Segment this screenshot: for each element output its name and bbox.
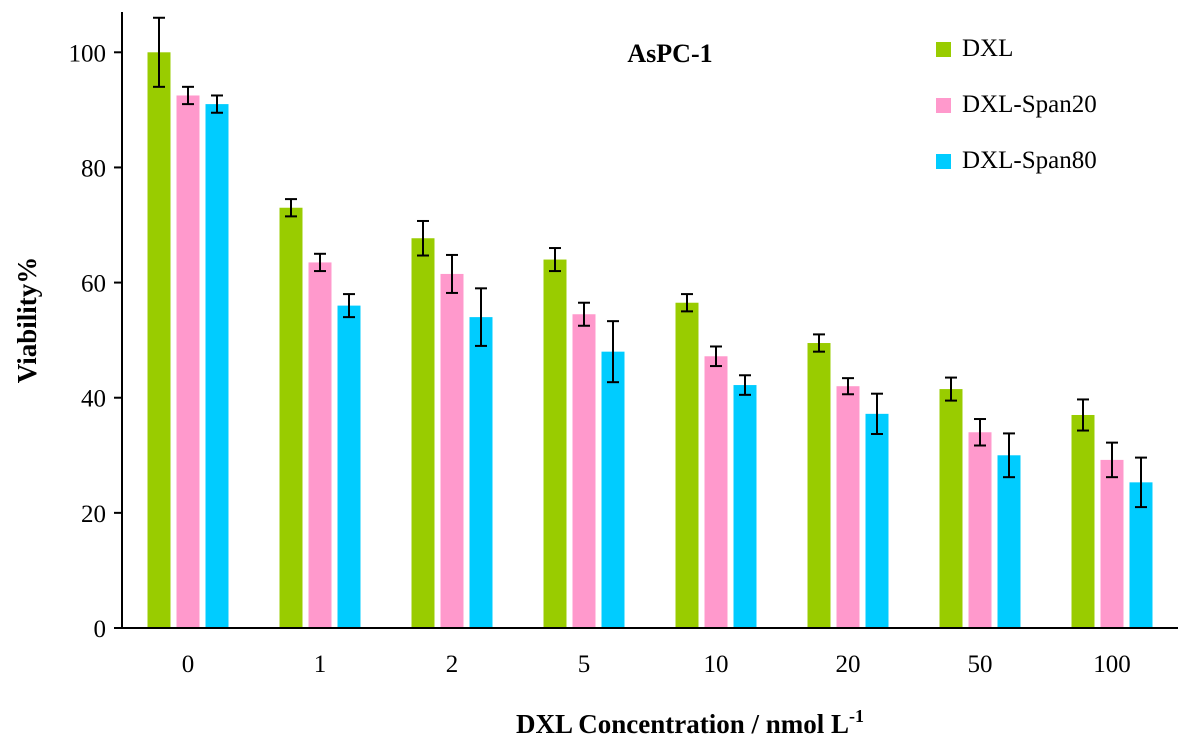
bar-dxl-20	[807, 343, 831, 628]
x-axis-title-superscript: -1	[849, 706, 864, 726]
legend-label: DXL-Span20	[962, 91, 1097, 118]
x-tick-label: 10	[704, 651, 729, 678]
bar-dxl-1	[279, 207, 303, 628]
x-tick-label: 0	[182, 651, 195, 678]
error-bar-dxl-50	[945, 376, 957, 402]
error-bar-dxl-span20-20	[842, 377, 854, 396]
x-tick-label: 5	[578, 651, 591, 678]
x-tick-label: 20	[836, 651, 861, 678]
error-bar-dxl-10	[681, 293, 693, 313]
error-bar-dxl-span80-0	[211, 94, 223, 114]
error-bar-dxl-span20-2	[446, 253, 458, 294]
bar-dxl-span80-20	[865, 413, 889, 628]
bar-dxl-span20-50	[968, 432, 992, 628]
error-bar-dxl-span80-50	[1003, 432, 1015, 479]
legend-item-dxl: DXL	[936, 35, 1013, 62]
legend-item-dxl-span80: DXL-Span80	[936, 147, 1097, 174]
bar-dxl-span20-1	[308, 262, 332, 628]
bar-dxl-2	[411, 238, 435, 628]
error-bar-dxl-span20-100	[1106, 441, 1118, 479]
y-tick-label: 100	[69, 40, 107, 67]
error-bar-dxl-span20-5	[578, 301, 590, 327]
bar-dxl-10	[675, 302, 699, 628]
bar-dxl-span20-2	[440, 273, 464, 628]
x-axis-title: DXL Concentration / nmol L-1	[516, 706, 864, 739]
chart-title: AsPC-1	[627, 39, 712, 68]
axes-layer: 0 1 2 5 10 20 50 100 0 20 40 60 80 100	[69, 12, 1178, 678]
error-bar-dxl-20	[813, 333, 825, 353]
bar-dxl-span20-5	[572, 314, 596, 628]
legend-item-dxl-span20: DXL-Span20	[936, 91, 1097, 118]
bar-dxl-span20-10	[704, 356, 728, 628]
bar-dxl-0	[147, 52, 171, 628]
error-bar-dxl-span80-100	[1135, 456, 1147, 509]
error-bar-dxl-span80-10	[739, 374, 751, 396]
legend-label: DXL	[962, 35, 1013, 62]
error-bar-dxl-1	[285, 198, 297, 218]
x-tick-label: 1	[314, 651, 327, 678]
bar-dxl-span20-0	[176, 95, 200, 629]
y-tick-label: 20	[81, 501, 106, 528]
bar-dxl-span80-50	[997, 455, 1021, 628]
bar-dxl-span80-1	[337, 305, 361, 628]
y-tick-label: 40	[81, 386, 106, 413]
error-bar-dxl-span80-5	[607, 320, 619, 384]
legend-swatch	[936, 42, 951, 57]
error-bar-dxl-span80-1	[343, 293, 355, 319]
y-tick-label: 80	[81, 155, 106, 182]
error-bar-dxl-span80-20	[871, 392, 883, 435]
x-tick-label: 100	[1093, 651, 1131, 678]
error-bar-dxl-span20-10	[710, 345, 722, 368]
error-bar-dxl-0	[153, 16, 165, 88]
error-bar-dxl-100	[1077, 398, 1089, 432]
legend-swatch	[936, 98, 951, 113]
error-bar-dxl-span20-0	[182, 85, 194, 106]
y-tick-label: 60	[81, 271, 106, 298]
x-axis-title-main: DXL Concentration / nmol L	[516, 709, 849, 739]
bar-dxl-span20-20	[836, 386, 860, 628]
bar-dxl-span80-100	[1129, 482, 1153, 628]
error-bar-dxl-span20-1	[314, 252, 326, 273]
bars-layer	[147, 52, 1153, 629]
legend: DXL DXL-Span20 DXL-Span80	[936, 35, 1097, 174]
x-tick-label: 2	[446, 651, 459, 678]
error-bar-dxl-span20-50	[974, 418, 986, 447]
y-tick-label: 0	[94, 616, 107, 643]
error-bar-dxl-span80-2	[475, 287, 487, 347]
error-bar-dxl-2	[417, 219, 429, 257]
bar-dxl-span80-5	[601, 351, 625, 628]
bar-dxl-50	[939, 389, 963, 628]
legend-swatch	[936, 154, 951, 169]
x-tick-label: 50	[968, 651, 993, 678]
error-bar-dxl-5	[549, 247, 561, 273]
bar-dxl-span80-10	[733, 385, 757, 628]
bar-dxl-span80-2	[469, 317, 493, 628]
bar-dxl-span20-100	[1100, 459, 1124, 628]
error-bars-layer	[153, 16, 1147, 509]
bar-dxl-5	[543, 259, 567, 628]
y-axis-title: Viability%	[12, 257, 42, 384]
bar-dxl-span80-0	[205, 104, 229, 628]
bar-dxl-100	[1071, 414, 1095, 628]
legend-label: DXL-Span80	[962, 147, 1097, 174]
